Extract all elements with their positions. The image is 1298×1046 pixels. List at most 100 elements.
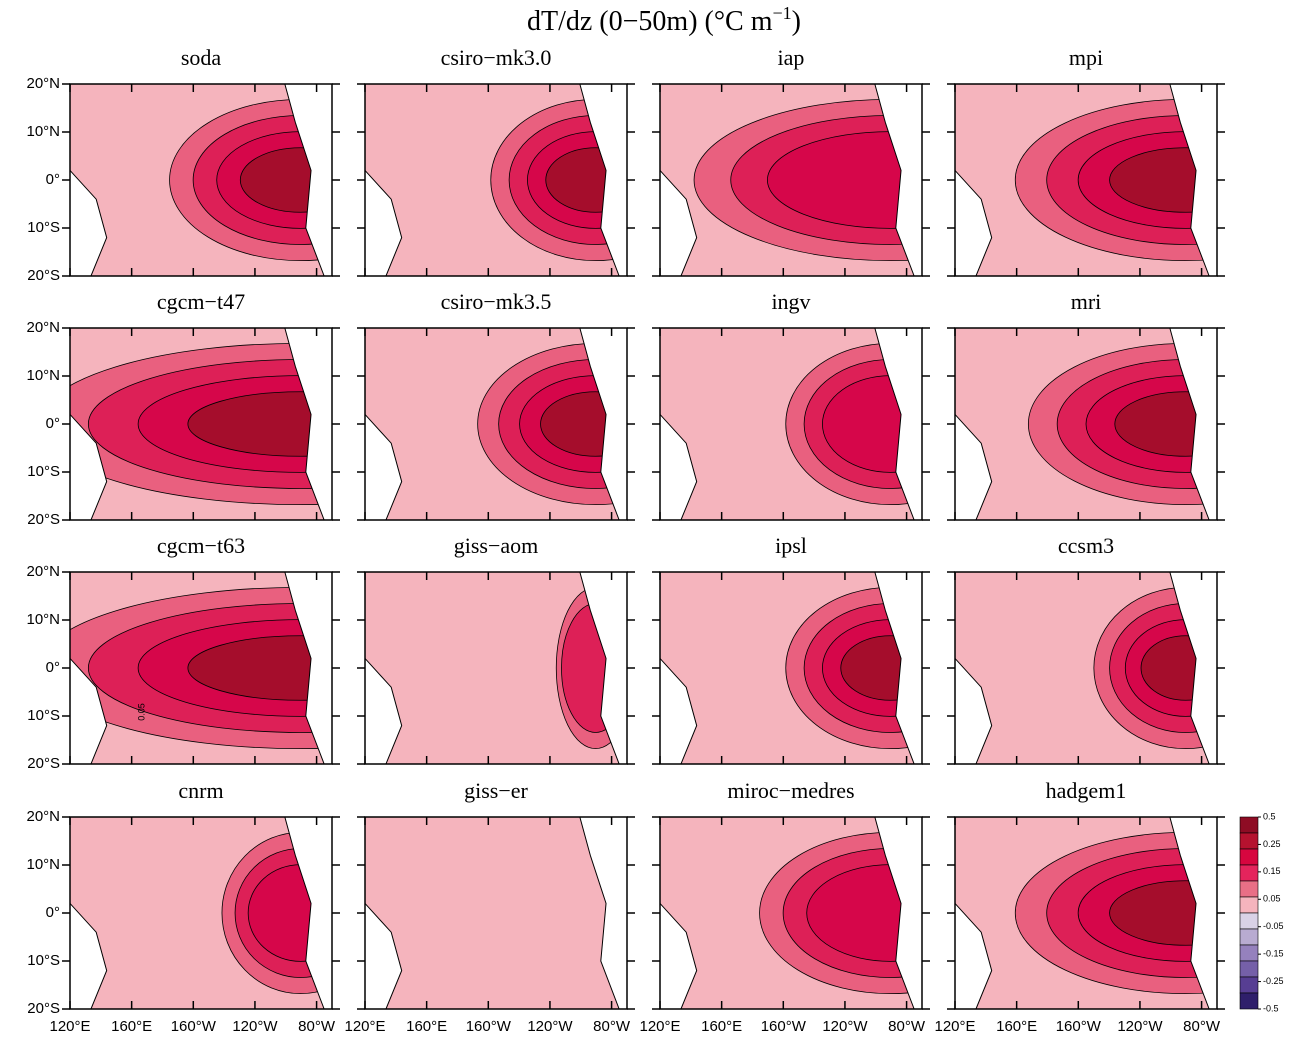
land-west xyxy=(70,413,108,520)
map-panel: giss−aom xyxy=(357,533,635,765)
y-tick-label: 20°S xyxy=(27,511,60,528)
y-tick-label: 10°N xyxy=(26,367,60,384)
colorbar-swatch xyxy=(1239,896,1259,914)
panel-title: ipsl xyxy=(775,533,807,558)
map-panel: ccsm3 xyxy=(947,533,1225,765)
map-panel: csiro−mk3.5 xyxy=(357,289,635,521)
x-tick-label: 80°W xyxy=(593,1018,631,1035)
map-panel: mri xyxy=(947,289,1225,521)
map-panel: ipsl xyxy=(652,533,930,765)
panel-body xyxy=(660,572,922,764)
colorbar-swatch xyxy=(1239,992,1259,1010)
land-east xyxy=(874,84,922,276)
land-east xyxy=(1169,84,1217,276)
land-east xyxy=(874,328,922,520)
land-east xyxy=(1169,572,1217,764)
colorbar-swatch xyxy=(1239,928,1259,946)
panel-title: ccsm3 xyxy=(1058,533,1114,558)
x-tick-label: 120°E xyxy=(344,1018,385,1035)
map-panel: cnrm 120°E 160°E 160°W 120°W 80°W 20°N 10°N 0° 10… xyxy=(26,778,340,1035)
y-tick-label: 10°N xyxy=(26,856,60,873)
contour-region xyxy=(1109,880,1217,946)
x-tick-label: 160°W xyxy=(1056,1018,1102,1035)
panel-title: cnrm xyxy=(178,778,223,803)
land-east xyxy=(874,817,922,1009)
contour-region xyxy=(187,635,332,701)
map-panel: miroc−medres 120°E 160°E 160°W 120°W 80°W xyxy=(639,778,930,1035)
colorbar-swatch xyxy=(1239,880,1259,898)
land-west xyxy=(365,413,403,520)
panel-body xyxy=(365,817,627,1009)
land-west xyxy=(365,169,403,276)
y-tick-label: 0° xyxy=(46,659,60,676)
y-tick-label: 20°N xyxy=(26,319,60,336)
colorbar-swatch xyxy=(1239,832,1259,850)
land-west xyxy=(660,902,698,1009)
ocean-field xyxy=(365,817,627,1009)
land-east xyxy=(284,84,332,276)
land-west xyxy=(955,413,993,520)
land-west xyxy=(70,169,108,276)
contour-annotation: 0.05 xyxy=(136,703,146,721)
land-east xyxy=(579,817,627,1009)
title-close: ) xyxy=(792,6,801,37)
contour-region xyxy=(239,147,332,213)
y-tick-label: 20°N xyxy=(26,808,60,825)
map-panel: csiro−mk3.0 xyxy=(357,45,635,277)
land-east xyxy=(1169,328,1217,520)
panel-body xyxy=(955,817,1217,1009)
title-superscript: −1 xyxy=(773,3,792,23)
panel-title: mri xyxy=(1071,289,1102,314)
map-panel: ingv xyxy=(652,289,930,521)
land-west xyxy=(660,413,698,520)
y-tick-label: 0° xyxy=(46,415,60,432)
panel-title: giss−er xyxy=(464,778,528,803)
land-west xyxy=(365,902,403,1009)
x-tick-label: 160°E xyxy=(406,1018,447,1035)
land-east xyxy=(284,328,332,520)
colorbar-label: 0.15 xyxy=(1263,866,1281,876)
land-east xyxy=(579,84,627,276)
land-west xyxy=(70,657,108,764)
y-tick-label: 10°N xyxy=(26,611,60,628)
colorbar-swatch xyxy=(1239,912,1259,930)
x-tick-label: 160°E xyxy=(701,1018,742,1035)
y-tick-label: 0° xyxy=(46,171,60,188)
panel-body xyxy=(660,817,922,1009)
land-east xyxy=(579,328,627,520)
land-east xyxy=(874,572,922,764)
contour-region xyxy=(1114,391,1217,457)
panel-title: cgcm−t63 xyxy=(157,533,245,558)
map-panel: soda 20°N 10°N 0° 10°S 20°S xyxy=(26,45,340,284)
colorbar-swatch xyxy=(1239,816,1259,834)
x-tick-label: 120°E xyxy=(639,1018,680,1035)
map-panel: mpi xyxy=(947,45,1225,277)
y-tick-label: 0° xyxy=(46,904,60,921)
land-west xyxy=(660,657,698,764)
x-tick-label: 120°W xyxy=(1117,1018,1163,1035)
contour-region xyxy=(187,391,332,457)
colorbar-label: -0.25 xyxy=(1263,976,1284,986)
x-tick-label: 160°W xyxy=(466,1018,512,1035)
contour-region xyxy=(822,375,922,473)
x-tick-label: 120°W xyxy=(527,1018,573,1035)
colorbar-swatch xyxy=(1239,864,1259,882)
x-tick-label: 80°W xyxy=(298,1018,336,1035)
map-panel: cgcm−t63 20°N 10°N 0° 10°S 20°S 0.05 xyxy=(26,533,340,772)
land-west xyxy=(365,657,403,764)
land-west xyxy=(955,902,993,1009)
panel-body xyxy=(70,572,332,764)
panel-body xyxy=(365,84,627,276)
panel-body xyxy=(365,572,627,764)
y-tick-label: 20°S xyxy=(27,267,60,284)
land-west xyxy=(70,902,108,1009)
map-panel: cgcm−t47 20°N 10°N 0° 10°S 20°S xyxy=(26,289,340,528)
title-main: dT/dz (0−50m) (°C m xyxy=(527,6,773,37)
panel-title: cgcm−t47 xyxy=(157,289,245,314)
x-tick-label: 160°W xyxy=(171,1018,217,1035)
panel-title: soda xyxy=(181,45,222,70)
panel-title: csiro−mk3.0 xyxy=(441,45,552,70)
panel-title: mpi xyxy=(1069,45,1103,70)
land-west xyxy=(955,169,993,276)
